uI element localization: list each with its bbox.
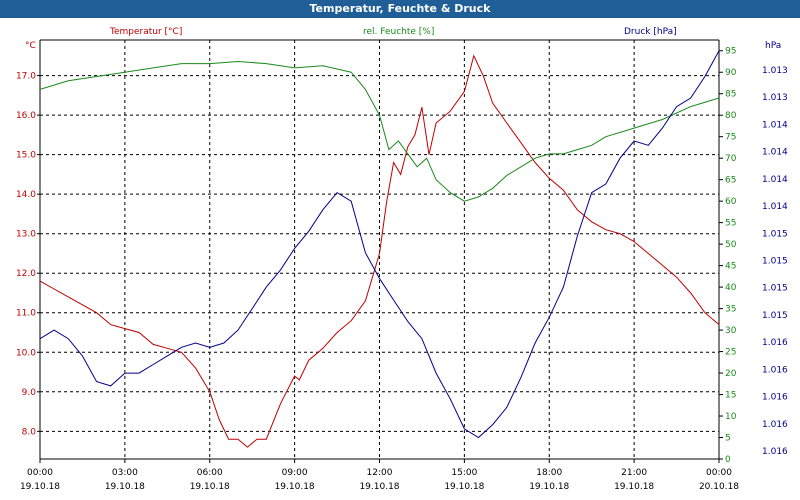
pressure-tick-label: 1.013 [762, 93, 788, 103]
humidity-tick-label: 90 [725, 68, 737, 78]
humidity-tick-label: 25 [725, 348, 736, 358]
series-line-temperature [39, 54, 720, 448]
humidity-tick-label: 60 [725, 197, 737, 207]
temperature-tick-label: 12.0 [16, 269, 36, 279]
pressure-tick-label: 1.013 [762, 66, 788, 76]
x-tick-label-time: 12:00 [367, 468, 393, 478]
x-tick-label-time: 18:00 [536, 468, 562, 478]
pressure-tick-label: 1.014 [762, 148, 788, 158]
legend-pressure: Druck [hPa] [624, 27, 677, 37]
humidity-tick-label: 5 [725, 434, 731, 444]
humidity-tick-label: 20 [725, 369, 737, 379]
humidity-tick-label: 15 [725, 391, 736, 401]
grid [40, 40, 719, 459]
humidity-tick-label: 70 [725, 154, 737, 164]
humidity-tick-label: 35 [725, 305, 736, 315]
x-tick-label-date: 19.10.18 [444, 482, 484, 492]
pressure-tick-label: 1.016 [762, 447, 788, 457]
legend-temperature: Temperatur [°C] [109, 27, 182, 37]
pressure-tick-label: 1.015 [762, 229, 788, 239]
pressure-tick-label: 1.016 [762, 365, 788, 375]
x-tick-label-date: 19.10.18 [105, 482, 145, 492]
humidity-tick-label: 85 [725, 90, 736, 100]
temperature-tick-label: 9.0 [22, 388, 37, 398]
series-lines [39, 50, 720, 448]
temperature-tick-label: 11.0 [16, 309, 36, 319]
x-tick-label-time: 03:00 [112, 468, 138, 478]
x-tick-label-time: 21:00 [621, 468, 647, 478]
x-tick-label-date: 19.10.18 [614, 482, 654, 492]
humidity-tick-label: 75 [725, 133, 736, 143]
x-tick-label-date: 19.10.18 [20, 482, 60, 492]
temperature-tick-label: 14.0 [16, 190, 36, 200]
x-tick-label-date: 19.10.18 [359, 482, 399, 492]
x-tick-label-date: 19.10.18 [275, 482, 315, 492]
x-tick-label-time: 00:00 [27, 468, 53, 478]
x-tick-label-time: 09:00 [282, 468, 308, 478]
pressure-tick-label: 1.016 [762, 338, 788, 348]
humidity-tick-label: 80 [725, 111, 737, 121]
temperature-tick-label: 16.0 [16, 111, 36, 121]
humidity-tick-label: 65 [725, 176, 736, 186]
pressure-tick-label: 1.014 [762, 175, 788, 185]
pressure-unit-label: hPa [765, 41, 781, 51]
humidity-tick-label: 50 [725, 240, 737, 250]
tick-labels: 00:00 19.10.18 03:00 19.10.18 06:00 19.10.18 0… [16, 47, 788, 492]
pressure-tick-label: 1.016 [762, 393, 788, 403]
axes [37, 39, 723, 463]
temperature-unit-label: °C [25, 41, 36, 51]
x-tick-label-date: 19.10.18 [190, 482, 230, 492]
humidity-tick-label: 55 [725, 219, 736, 229]
temperature-tick-label: 8.0 [22, 427, 37, 437]
x-tick-label-date: 20.10.18 [699, 482, 739, 492]
x-tick-label-date: 19.10.18 [529, 482, 569, 492]
x-tick-label-time: 15:00 [451, 468, 477, 478]
pressure-tick-label: 1.015 [762, 257, 788, 267]
series-line-humidity [39, 60, 720, 202]
x-tick-label-time: 00:00 [706, 468, 732, 478]
humidity-tick-label: 10 [725, 412, 737, 422]
humidity-tick-label: 45 [725, 262, 736, 272]
pressure-tick-label: 1.016 [762, 420, 788, 430]
pressure-tick-label: 1.014 [762, 120, 788, 130]
pressure-tick-label: 1.015 [762, 311, 788, 321]
humidity-tick-label: 40 [725, 283, 737, 293]
chart-title: Temperatur, Feuchte & Druck [0, 0, 800, 18]
pressure-tick-label: 1.015 [762, 284, 788, 294]
pressure-tick-label: 1.014 [762, 202, 788, 212]
temperature-tick-label: 17.0 [16, 72, 36, 82]
legend-humidity: rel. Feuchte [%] [363, 27, 434, 37]
temperature-tick-label: 15.0 [16, 151, 36, 161]
humidity-tick-label: 0 [725, 455, 731, 465]
series-line-pressure [39, 50, 720, 439]
humidity-tick-label: 30 [725, 326, 737, 336]
x-tick-label-time: 06:00 [197, 468, 223, 478]
temperature-tick-label: 10.0 [16, 348, 36, 358]
humidity-tick-label: 95 [725, 47, 736, 57]
temperature-tick-label: 13.0 [16, 230, 36, 240]
